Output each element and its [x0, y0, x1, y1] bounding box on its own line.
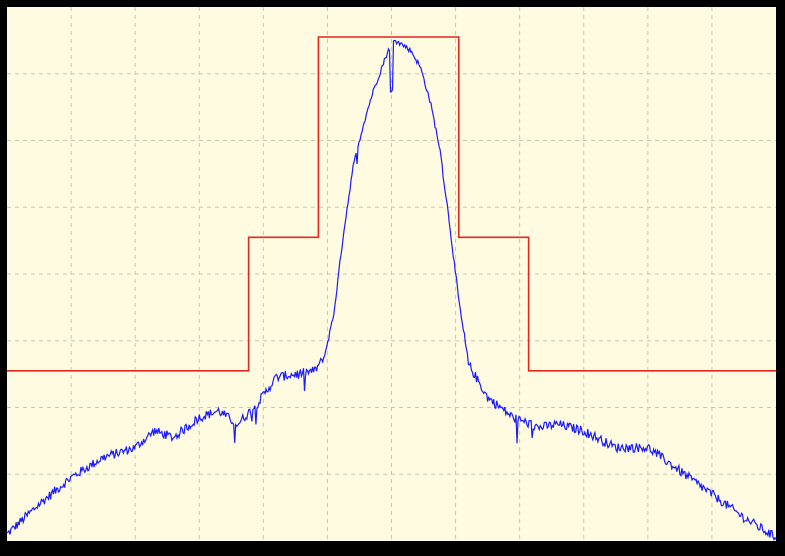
- chart-frame: [0, 0, 785, 556]
- spectrum-chart: [0, 0, 785, 556]
